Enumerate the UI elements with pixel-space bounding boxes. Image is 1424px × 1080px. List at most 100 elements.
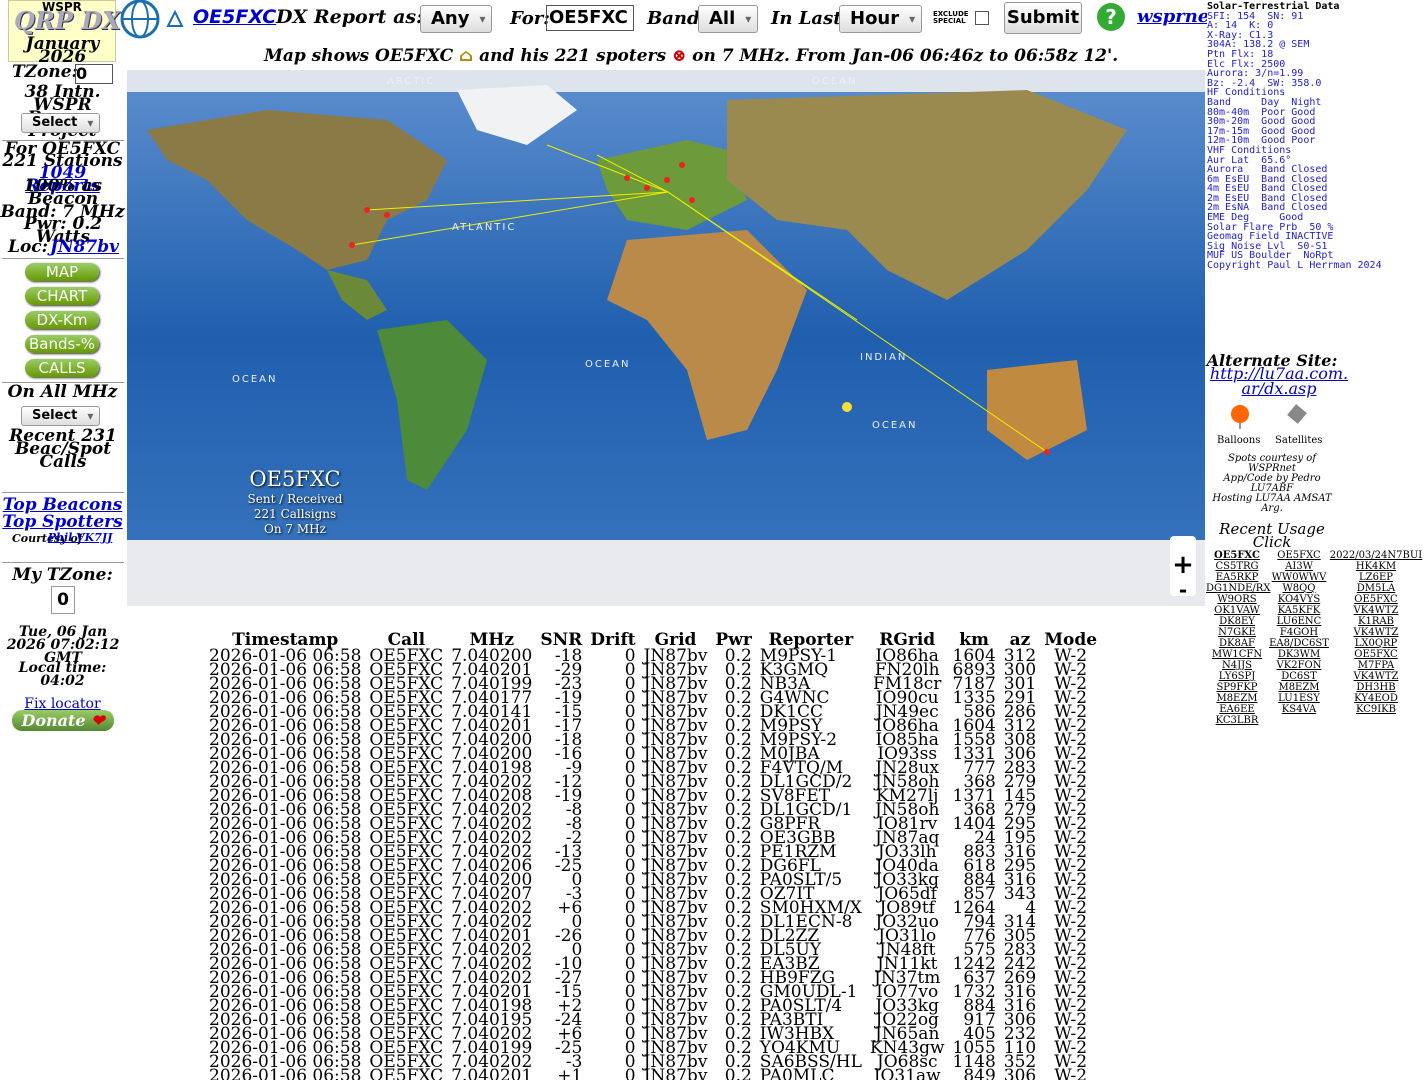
select-2[interactable]: Select xyxy=(21,406,101,426)
table-cell: 917 xyxy=(963,1010,996,1030)
table-cell: 0 xyxy=(624,786,636,806)
table-cell: W-2 xyxy=(1054,814,1088,834)
usage-call[interactable]: W9ORS xyxy=(1217,594,1257,605)
submit-button[interactable]: Submit xyxy=(1004,2,1082,34)
usage-call[interactable]: EA5RKP xyxy=(1215,572,1259,583)
band-select[interactable]: All xyxy=(698,5,759,33)
usage-call[interactable]: OE5FXC xyxy=(1354,594,1398,605)
usage-call[interactable]: N4JJS xyxy=(1222,660,1252,671)
usage-call[interactable]: DK8EY xyxy=(1219,616,1255,627)
table-cell: 0 xyxy=(624,1010,636,1030)
usage-call[interactable]: VK4WTZ xyxy=(1353,671,1399,682)
tzone-input[interactable]: 0 xyxy=(75,64,113,84)
usage-call[interactable]: KC9IKB xyxy=(1356,704,1396,715)
usage-call[interactable]: KS4VA xyxy=(1281,704,1317,715)
for-input[interactable]: OE5FXC xyxy=(546,5,634,31)
usage-call[interactable]: LZ6EP xyxy=(1359,572,1393,583)
usage-call[interactable]: DC6ST xyxy=(1281,671,1317,682)
usage-call[interactable]: KO4VYS xyxy=(1277,594,1321,605)
table-cell: 1055 xyxy=(952,1038,996,1058)
table-cell: W-2 xyxy=(1054,968,1088,988)
usage-call[interactable]: M8EZM xyxy=(1216,693,1258,704)
usage-call[interactable]: DH3HB xyxy=(1356,682,1396,693)
select-1[interactable]: Select xyxy=(21,113,101,133)
usage-call[interactable]: CS5TRG xyxy=(1215,561,1259,572)
as-select[interactable]: Any xyxy=(420,5,493,33)
table-cell: W-2 xyxy=(1054,954,1088,974)
usage-call[interactable]: OE5FXC xyxy=(1354,649,1398,660)
usage-call[interactable]: VK4WTZ xyxy=(1353,605,1399,616)
usage-call[interactable]: KY4EOD xyxy=(1354,693,1398,704)
table-cell: JN87bv xyxy=(643,786,708,806)
usage-call[interactable]: 2022/03/24N7BUI xyxy=(1329,550,1423,561)
table-row: 2026-01-06 06:58 OE5FXC 7.040201 -15 0 JN87bv… xyxy=(205,984,1101,1001)
top-beacons-link[interactable]: Top Beacons xyxy=(2,495,123,515)
loc-link[interactable]: JN87bv xyxy=(50,237,120,257)
usage-call[interactable]: OE5FXC xyxy=(1277,550,1321,561)
satellites-link[interactable]: Satellites xyxy=(1275,435,1323,446)
table-cell: 0 xyxy=(624,828,636,848)
usage-call[interactable]: DG1NDE/RX xyxy=(1206,583,1271,594)
table-cell: 0.2 xyxy=(724,1038,752,1058)
nav-button[interactable]: CALLS xyxy=(25,359,99,377)
usage-call[interactable]: KC3LBR xyxy=(1215,715,1259,726)
zoom-control[interactable] xyxy=(1170,536,1196,596)
table-cell: 0.2 xyxy=(724,1010,752,1030)
table-cell: PA3BTI xyxy=(759,1010,824,1030)
my-tzone-select[interactable]: 0 xyxy=(51,586,75,614)
usage-call[interactable]: LU1ESY xyxy=(1278,693,1320,704)
usage-call[interactable]: KA5KFK xyxy=(1277,605,1321,616)
table-cell: 352 xyxy=(1003,1052,1037,1072)
last-select[interactable]: Hour xyxy=(839,5,923,33)
table-cell: OE5FXC xyxy=(369,1066,444,1080)
usage-call[interactable]: W8QQ xyxy=(1282,583,1316,594)
table-cell: 7.040200 xyxy=(451,730,533,750)
usage-call[interactable]: LX0QRP xyxy=(1354,638,1398,649)
usage-call[interactable]: OE5FXC xyxy=(1214,550,1260,561)
usage-call[interactable]: EA8/DC6ST xyxy=(1269,638,1329,649)
nav-button[interactable]: DX-Km xyxy=(25,311,99,329)
usage-call[interactable]: MW1CFN xyxy=(1211,649,1263,660)
usage-call[interactable]: OK1VAW xyxy=(1214,605,1260,616)
table-cell: JO32uo xyxy=(875,912,939,932)
nav-button[interactable]: CHART xyxy=(25,287,99,305)
usage-call[interactable]: K1RAB xyxy=(1358,616,1394,627)
table-cell: 308 xyxy=(1003,730,1037,750)
donate-button[interactable]: Donate ❤ xyxy=(12,710,114,731)
usage-call[interactable]: SP9FKP xyxy=(1216,682,1258,693)
table-cell: 2026-01-06 06:58 xyxy=(209,940,362,960)
usage-call[interactable]: N7GKE xyxy=(1218,627,1256,638)
usage-call[interactable]: M7FPA xyxy=(1357,660,1395,671)
usage-call[interactable]: LU6ENC xyxy=(1276,616,1322,627)
usage-call[interactable]: WW0WWV xyxy=(1271,572,1327,583)
usage-call[interactable]: LY6SPJ xyxy=(1218,671,1256,682)
column-header: Call xyxy=(387,630,426,650)
help-button[interactable]: ? xyxy=(1097,3,1125,31)
top-spotters-link[interactable]: Top Spotters xyxy=(2,512,123,532)
table-cell: -8 xyxy=(565,814,583,834)
table-cell: 0 xyxy=(624,1024,636,1044)
usage-call[interactable]: DK8AF xyxy=(1218,638,1255,649)
usage-call[interactable]: VK2FON xyxy=(1276,660,1322,671)
nav-button[interactable]: Bands-% xyxy=(25,335,99,353)
usage-call[interactable]: VK4WTZ xyxy=(1353,627,1399,638)
usage-call[interactable]: AI3W xyxy=(1285,561,1313,572)
fix-locator-link[interactable]: Fix locator xyxy=(24,696,101,712)
zoom-in[interactable]: + xyxy=(1172,550,1194,580)
phil-link[interactable]: Phil VK7JJ xyxy=(47,531,113,544)
usage-call[interactable]: EA6EE xyxy=(1219,704,1255,715)
usage-call[interactable]: HK4KM xyxy=(1355,561,1397,572)
reports-link[interactable]: 1049 Reports xyxy=(25,163,100,196)
exclude-checkbox[interactable] xyxy=(975,11,989,25)
usage-call[interactable]: DK3WM xyxy=(1277,649,1321,660)
title-link[interactable]: OE5FXC xyxy=(193,6,277,28)
usage-call[interactable]: DM5LA xyxy=(1356,583,1396,594)
table-cell: 575 xyxy=(963,940,996,960)
usage-call[interactable]: F4GOH xyxy=(1279,627,1319,638)
alt-url[interactable]: http://lu7aa.com.ar/dx.asp xyxy=(1209,364,1349,398)
balloons-link[interactable]: Balloons xyxy=(1217,435,1261,446)
usage-call[interactable]: M8EZM xyxy=(1278,682,1320,693)
nav-button[interactable]: MAP xyxy=(25,263,99,281)
zoom-out[interactable]: - xyxy=(1179,578,1187,602)
table-cell: JN87bv xyxy=(643,1066,708,1080)
